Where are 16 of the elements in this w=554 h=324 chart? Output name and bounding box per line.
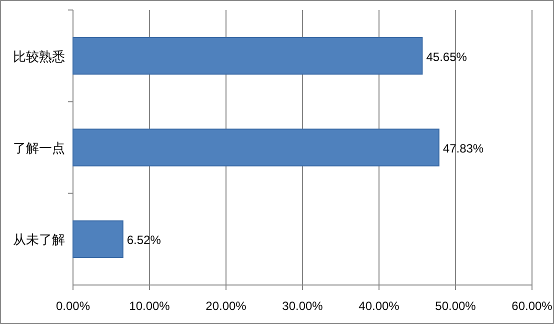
x-tick-label: 40.00%: [358, 299, 400, 313]
bar: [72, 220, 124, 258]
x-tick-label: 20.00%: [206, 299, 247, 313]
bar: [72, 128, 440, 166]
x-tick-label: 50.00%: [435, 299, 476, 313]
x-tick-label: 10.00%: [129, 299, 170, 313]
data-label: 47.83%: [442, 142, 484, 156]
x-tick-label: 60.00%: [512, 299, 553, 313]
x-tick-label: 0.00%: [56, 299, 90, 313]
bar: [72, 37, 423, 75]
y-tick-label: 了解一点: [13, 140, 65, 156]
data-label: 45.65%: [426, 50, 468, 64]
data-label: 6.52%: [126, 233, 162, 248]
y-tick-label: 比较熟悉: [13, 48, 65, 64]
x-tick-label: 30.00%: [282, 299, 324, 313]
y-tick-label: 从未了解: [13, 232, 65, 248]
